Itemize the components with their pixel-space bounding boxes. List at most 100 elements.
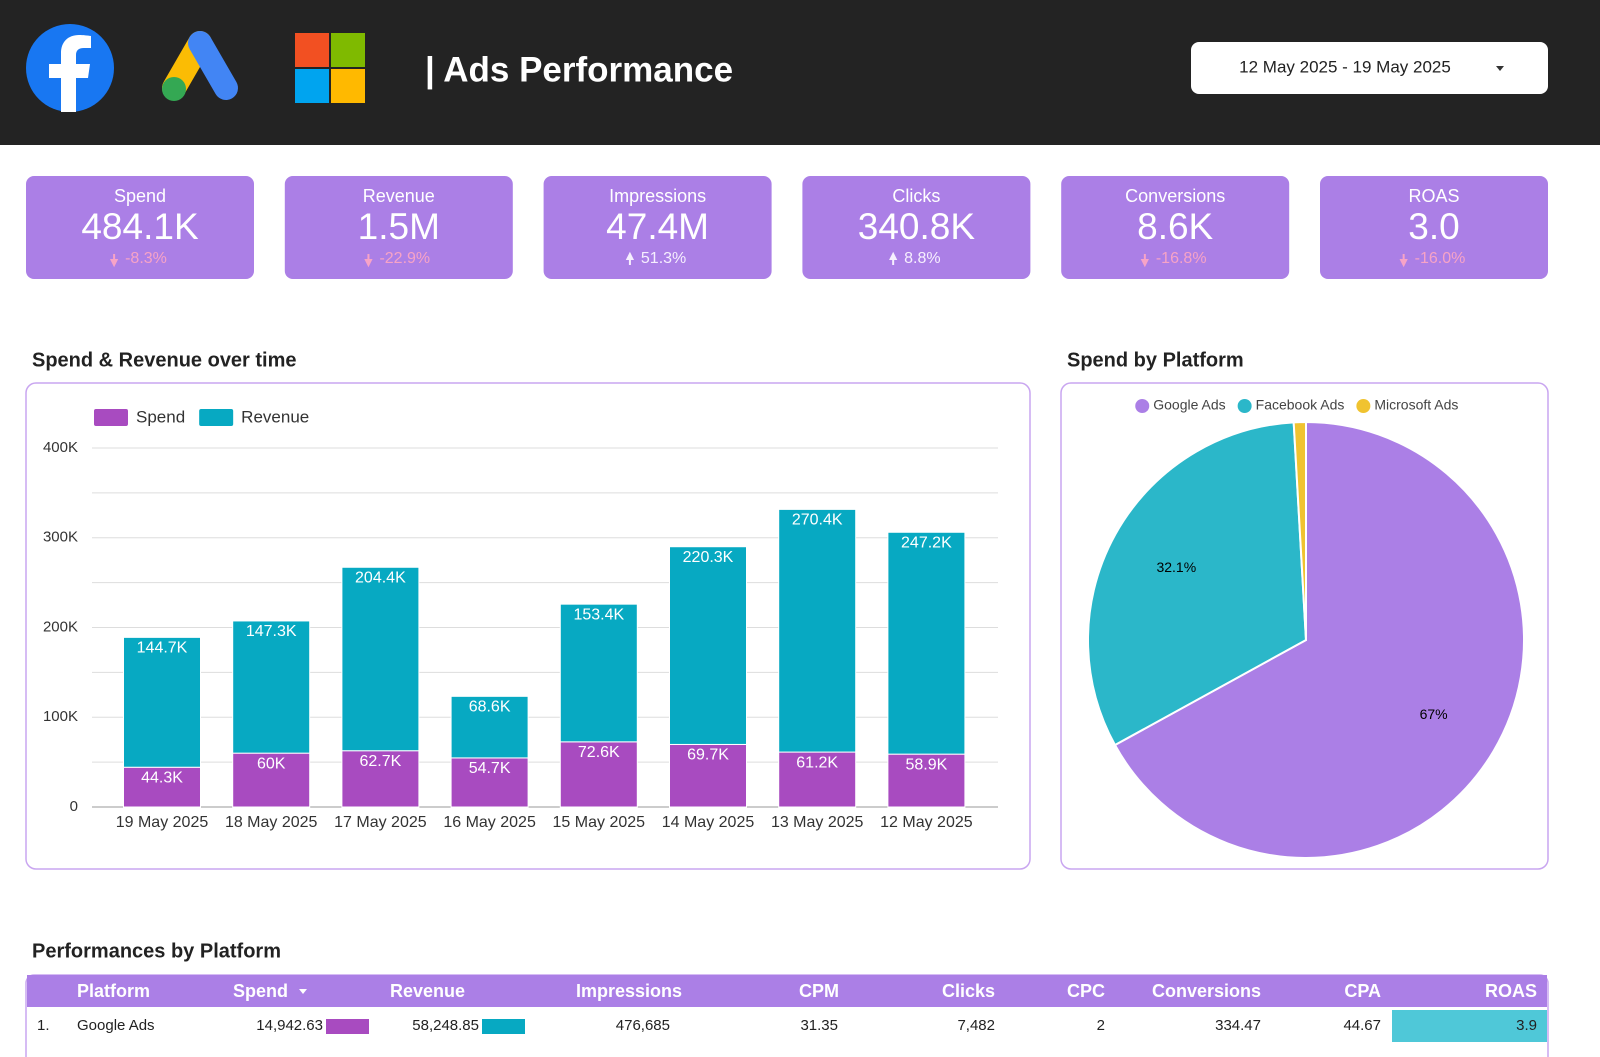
pie-label: 32.1% [1156, 559, 1196, 575]
data-label: 247.2K [901, 534, 952, 551]
table-cell: 14,942.63 [256, 1017, 323, 1034]
data-label: 144.7K [137, 640, 188, 657]
bar-segment [669, 546, 747, 745]
kpi-card [1061, 176, 1290, 279]
x-tick-label: 13 May 2025 [771, 814, 864, 831]
pie-slice [1087, 421, 1308, 747]
bar-segment [887, 531, 966, 755]
pie-slice [1292, 420, 1307, 641]
facebook-logo [26, 24, 114, 112]
table-cell: 476,685 [616, 1017, 670, 1034]
x-tick-label: 17 May 2025 [334, 814, 427, 831]
kpi-arrow [1399, 254, 1408, 268]
column-header[interactable]: CPC [1067, 981, 1105, 1001]
bar-segment [669, 743, 747, 808]
y-tick-label: 0 [70, 798, 78, 815]
x-tick-label: 15 May 2025 [553, 814, 646, 831]
date-range[interactable]: 12 May 2025 - 19 May 2025 [1239, 57, 1451, 76]
kpi-value: 3.0 [1408, 206, 1459, 247]
data-label: 68.6K [469, 699, 511, 716]
pie-label: 67% [1420, 706, 1448, 722]
kpi-arrow [625, 251, 635, 265]
bar-segment [778, 508, 857, 753]
kpi-label: ROAS [1408, 186, 1459, 206]
table-header [27, 975, 1547, 1007]
roas-heat-cell [1392, 1010, 1547, 1042]
column-header[interactable]: Spend [233, 981, 288, 1001]
page-title: | Ads Performance [425, 50, 733, 89]
column-header[interactable]: CPA [1344, 981, 1381, 1001]
legend-label: Facebook Ads [1256, 397, 1345, 413]
kpi-change: -8.3% [125, 250, 167, 267]
x-tick-label: 14 May 2025 [662, 814, 755, 831]
kpi-arrow [109, 254, 119, 268]
kpi-label: Spend [114, 186, 166, 206]
bar-segment [778, 751, 857, 808]
column-header[interactable]: Platform [77, 981, 150, 1001]
data-label: 147.3K [246, 623, 297, 640]
column-header[interactable]: Impressions [576, 981, 682, 1001]
section-title: Spend by Platform [1067, 349, 1244, 371]
kpi-card [1320, 176, 1548, 279]
data-label: 220.3K [683, 549, 734, 566]
bar-segment [341, 750, 420, 808]
table-cell: 7,482 [957, 1017, 995, 1034]
bar-segment [450, 757, 529, 808]
kpi-arrow [364, 254, 373, 268]
date-picker[interactable]: 12 May 2025 - 19 May 2025 [1191, 42, 1548, 94]
table-cell: 334.47 [1215, 1017, 1261, 1034]
x-tick-label: 18 May 2025 [225, 814, 318, 831]
kpi-arrow [1140, 254, 1149, 268]
kpi-arrow [889, 251, 898, 265]
data-label: 54.7K [469, 760, 511, 777]
google-ads-logo [162, 31, 238, 101]
data-label: 61.2K [796, 754, 838, 771]
kpi-label: Impressions [609, 186, 706, 206]
bar-segment [123, 766, 201, 808]
sort-indicator[interactable] [299, 989, 307, 994]
legend-label: Google Ads [1153, 397, 1225, 413]
legend-swatch [94, 409, 128, 426]
dropdown-caret[interactable] [1496, 66, 1504, 71]
bar-segment [232, 620, 311, 754]
bar-segment [123, 636, 201, 768]
x-tick-label: 12 May 2025 [880, 814, 973, 831]
kpi-value: 340.8K [858, 206, 976, 247]
bar-chart-frame [25, 382, 1031, 870]
kpi-label: Conversions [1125, 186, 1225, 206]
data-label: 62.7K [359, 753, 401, 770]
kpi-label: Clicks [892, 186, 940, 206]
legend-swatch [199, 409, 234, 426]
x-tick-label: 19 May 2025 [116, 814, 209, 831]
data-label: 60K [257, 755, 286, 772]
table-cell: 2 [1097, 1017, 1105, 1034]
kpi-card [802, 176, 1031, 279]
kpi-card [26, 176, 254, 279]
pie-slice [1113, 420, 1526, 859]
table-cell: 44.67 [1343, 1017, 1381, 1034]
legend-marker [1237, 399, 1252, 413]
column-header[interactable]: CPM [799, 981, 839, 1001]
column-header[interactable]: Conversions [1152, 981, 1261, 1001]
table-cell: 31.35 [800, 1017, 838, 1034]
bar-segment [232, 752, 311, 808]
kpi-change: 8.8% [904, 250, 940, 267]
table-cell: 3.9 [1516, 1017, 1537, 1034]
row-rank: 1. [37, 1017, 50, 1034]
bar-segment [887, 753, 966, 808]
column-header[interactable]: Clicks [942, 981, 995, 1001]
y-tick-label: 200K [43, 618, 78, 635]
y-tick-label: 100K [43, 708, 78, 725]
x-tick-label: 16 May 2025 [443, 814, 536, 831]
date-picker-box[interactable] [1191, 42, 1548, 94]
legend-label: Revenue [241, 407, 309, 426]
kpi-value: 484.1K [81, 206, 199, 247]
data-label: 153.4K [573, 606, 624, 623]
column-header[interactable]: Revenue [390, 981, 465, 1001]
bar-segment [341, 566, 420, 752]
kpi-change: -22.9% [379, 250, 430, 267]
data-label: 204.4K [355, 569, 406, 586]
column-header[interactable]: ROAS [1485, 981, 1537, 1001]
revenue-bar [482, 1019, 525, 1034]
